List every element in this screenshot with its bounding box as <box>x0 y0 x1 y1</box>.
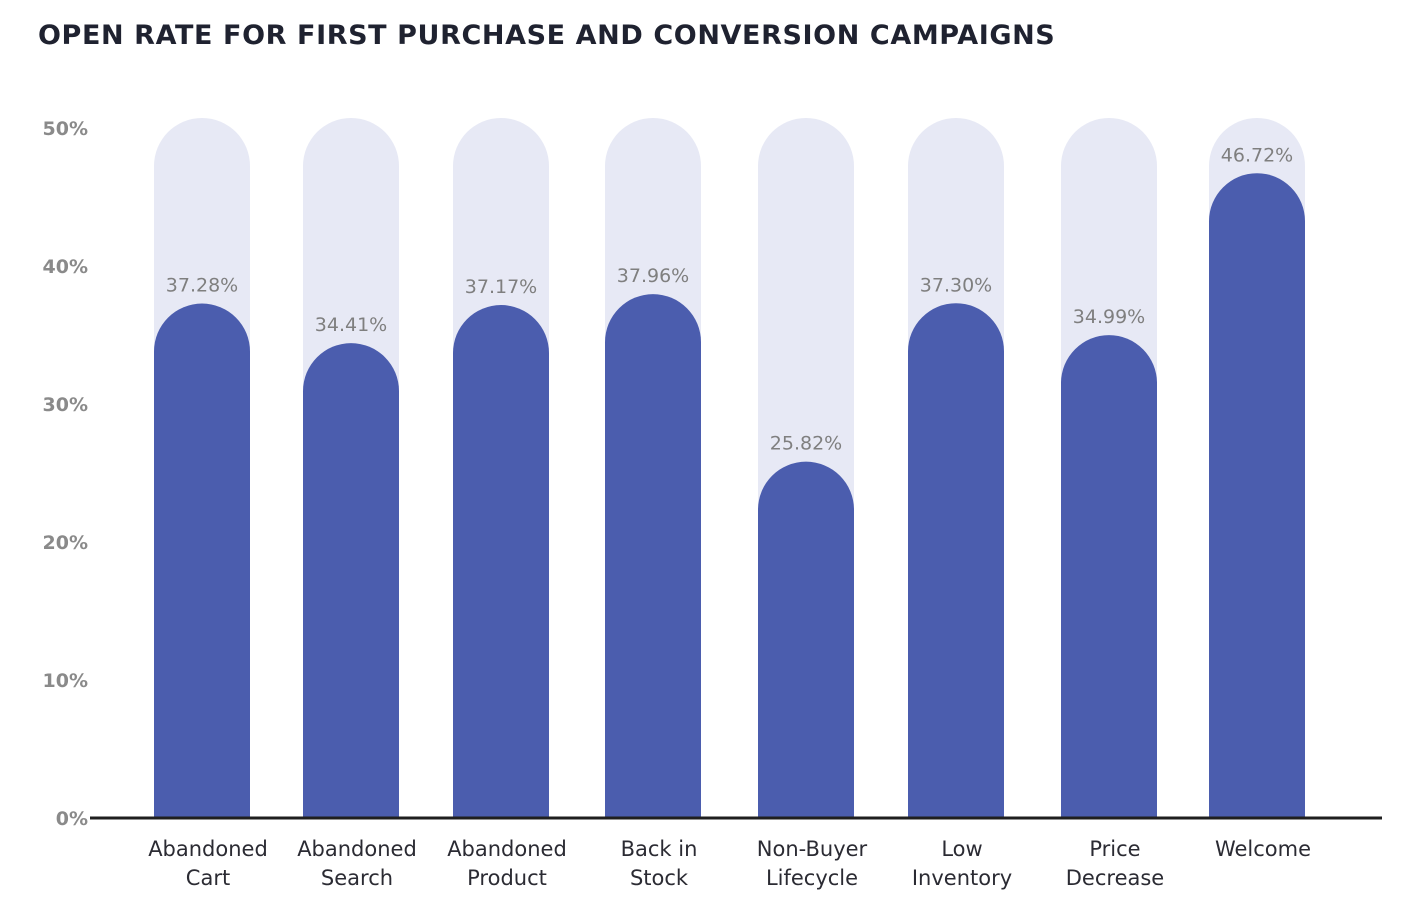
bars <box>154 173 1305 819</box>
bar <box>303 343 399 818</box>
data-label: 37.17% <box>465 276 537 298</box>
x-tick-label: Low <box>941 837 982 861</box>
x-tick-label: Back in <box>621 837 698 861</box>
bar <box>908 303 1004 818</box>
bar <box>154 303 250 818</box>
bar <box>1209 173 1305 818</box>
data-label: 34.41% <box>315 314 387 336</box>
y-axis: 0% 10% 20% 30% 40% 50% <box>43 118 88 830</box>
bar <box>758 461 855 818</box>
bar <box>605 294 701 818</box>
x-tick-label: Stock <box>630 866 689 890</box>
x-tick-label: Inventory <box>912 866 1012 890</box>
data-label: 37.28% <box>166 275 238 297</box>
chart-title: OPEN RATE FOR FIRST PURCHASE AND CONVERS… <box>38 20 1056 51</box>
bar <box>1061 335 1157 818</box>
y-tick-label: 30% <box>43 394 88 416</box>
data-label: 34.99% <box>1073 306 1145 328</box>
data-labels: 37.28% 34.41% 37.17% 37.96% 25.82% 37.30% 34.9… <box>166 144 1293 454</box>
y-tick-label: 20% <box>43 532 88 554</box>
x-axis: Abandoned Cart Abandoned Search Abandoned Pro… <box>90 816 1382 890</box>
x-tick-label: Product <box>467 866 547 890</box>
y-tick-label: 40% <box>43 256 88 278</box>
bar <box>453 305 549 819</box>
x-tick-label: Abandoned <box>297 837 417 861</box>
x-tick-label: Abandoned <box>447 837 567 861</box>
x-tick-label: Abandoned <box>148 837 268 861</box>
x-tick-label: Search <box>321 866 393 890</box>
data-label: 25.82% <box>770 433 842 455</box>
x-tick-label: Cart <box>186 866 230 890</box>
data-label: 37.96% <box>617 265 689 287</box>
x-tick-label: Welcome <box>1215 837 1311 861</box>
x-tick-label: Price <box>1089 837 1140 861</box>
x-tick-label: Non-Buyer <box>757 837 868 861</box>
x-tick-label: Decrease <box>1066 866 1164 890</box>
data-label: 46.72% <box>1221 144 1293 166</box>
x-tick-label: Lifecycle <box>766 866 858 890</box>
y-tick-label: 0% <box>56 808 88 830</box>
data-label: 37.30% <box>920 274 992 296</box>
y-tick-label: 10% <box>43 670 88 692</box>
y-tick-label: 50% <box>43 118 88 140</box>
